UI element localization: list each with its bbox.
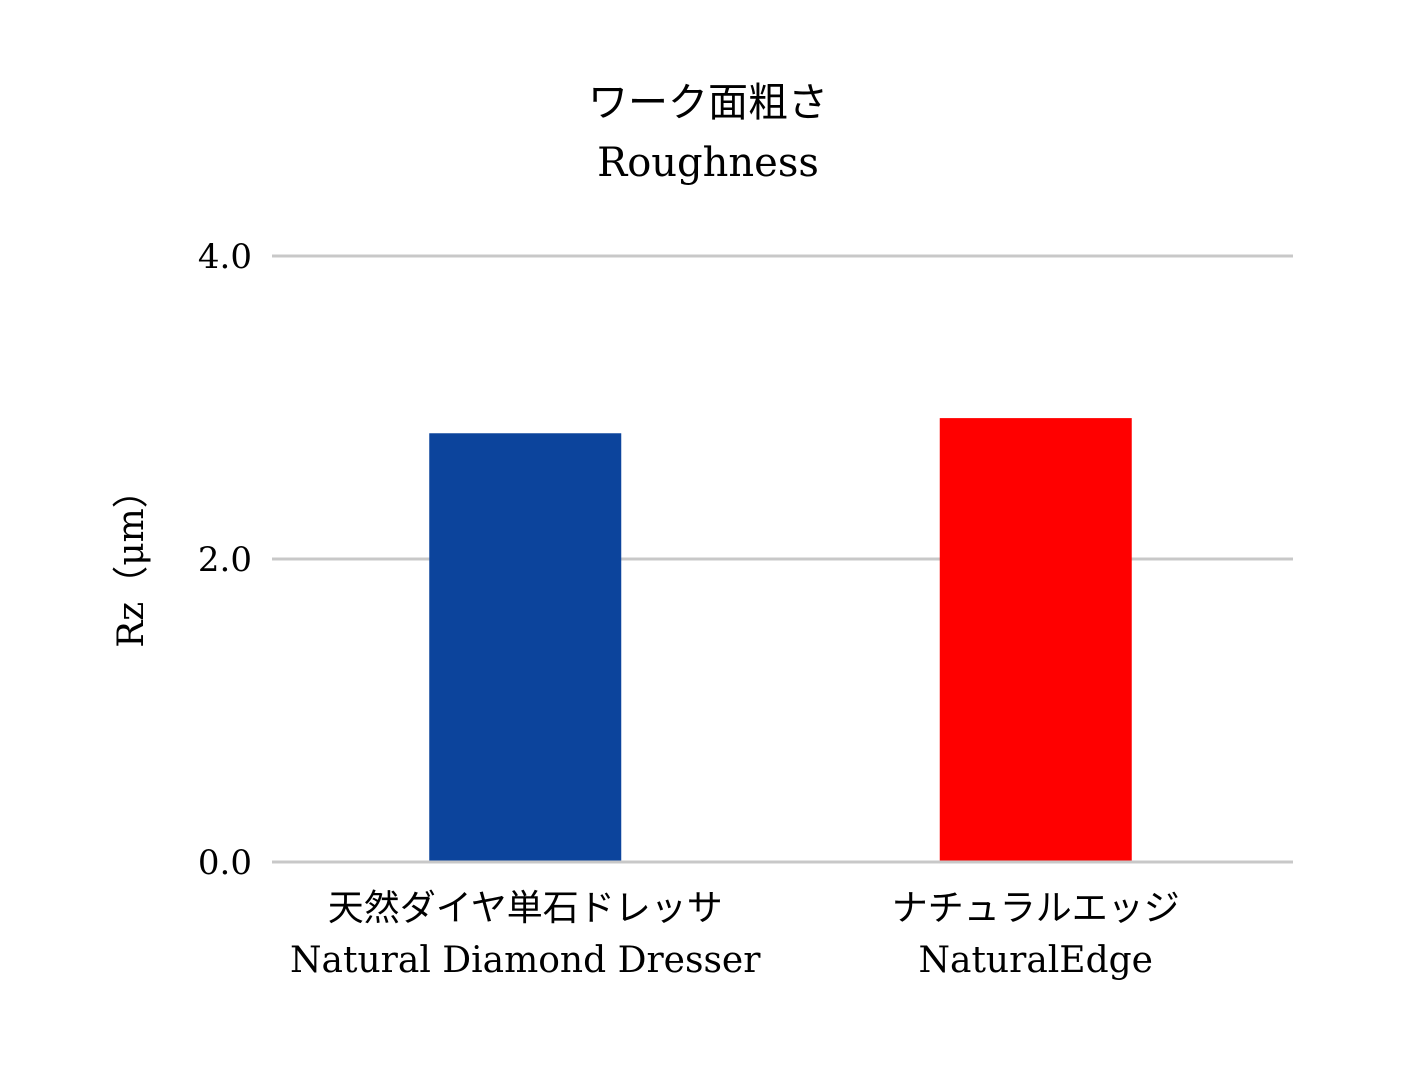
category-label-jp: ナチュラルエッジ [892, 888, 1180, 929]
y-axis-label: Rz（μm） [111, 472, 152, 648]
bars [429, 418, 1132, 862]
y-tick-label: 2.0 [198, 540, 252, 580]
chart-title: ワーク面粗さ [588, 80, 828, 126]
bar [939, 418, 1132, 862]
gridlines [272, 254, 1293, 864]
y-tick-labels: 0.0 2.0 4.0 [198, 237, 252, 883]
chart-subtitle: Roughness [597, 140, 819, 186]
category-label-en: Natural Diamond Dresser [290, 940, 761, 981]
y-tick-label: 4.0 [198, 237, 252, 277]
category-label-jp: 天然ダイヤ単石ドレッサ [328, 888, 723, 929]
bar [429, 433, 622, 862]
category-label-en: NaturalEdge [919, 940, 1153, 981]
y-tick-label: 0.0 [198, 843, 252, 883]
category-labels: 天然ダイヤ単石ドレッサ Natural Diamond Dresser ナチュラルエ… [290, 888, 1180, 981]
